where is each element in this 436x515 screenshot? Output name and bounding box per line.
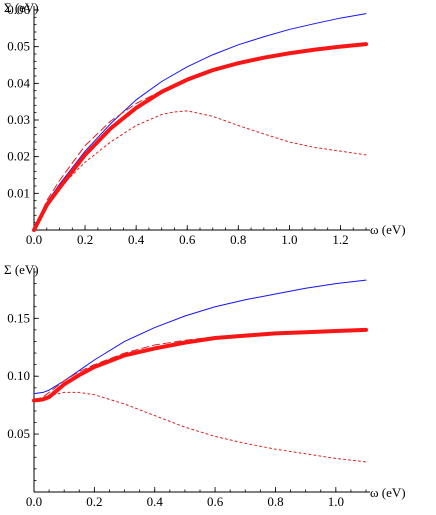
y-tick-label: 0.04 [7,75,30,90]
y-axis-title: Σ (eV) [4,0,39,15]
y-tick-label: 0.10 [7,368,30,383]
y-tick-label: 0.06 [7,2,30,17]
y-tick-label: 0.15 [7,310,30,325]
x-tick-label: 1.0 [281,232,297,247]
top-panel: 0.0 0.2 0.4 0.6 0.8 1.0 1.2 0.01 0.02 0.03 0.04 0.0… [4,0,406,247]
series-line-solid-thick-1 [32,42,368,232]
series-line-solid-thick-1 [32,327,368,403]
x-axis-title: ω (eV) [370,222,406,237]
bottom-panel: 0.0 0.2 0.4 0.6 0.8 1.0 0.05 0.10 0.15 Σ (eV) ω (e… [4,262,406,509]
x-tick-label: 0.0 [26,494,42,509]
y-axis-title: Σ (eV) [4,262,39,277]
x-tick-label: 0.6 [179,232,196,247]
x-tick-label: 0.8 [230,232,246,247]
series-line-solid-thin-0 [33,13,367,231]
y-tick-label: 0.05 [7,39,30,54]
y-tick-label: 0.02 [7,149,30,164]
series-line-dotted-thin-3 [33,391,367,463]
y-tick-label: 0.03 [7,112,30,127]
x-tick-label: 1.2 [332,232,348,247]
x-tick-label: 0.2 [77,232,93,247]
x-tick-label: 0.6 [207,494,224,509]
x-axis-title: ω (eV) [370,485,406,500]
x-tick-label: 1.0 [328,494,344,509]
y-tick-label: 0.01 [7,185,30,200]
series-line-dotted-thin-3 [33,110,367,231]
x-tick-label: 0.0 [26,232,42,247]
y-tick-label: 0.05 [7,426,30,441]
series-line-solid-thin-0 [33,279,367,395]
series-line-dashed-thin-2 [33,329,367,402]
series-line-dashed-thin-2 [33,42,367,231]
x-tick-label: 0.4 [128,232,145,247]
x-tick-label: 0.2 [86,494,102,509]
x-tick-label: 0.4 [147,494,164,509]
x-tick-label: 0.8 [267,494,283,509]
